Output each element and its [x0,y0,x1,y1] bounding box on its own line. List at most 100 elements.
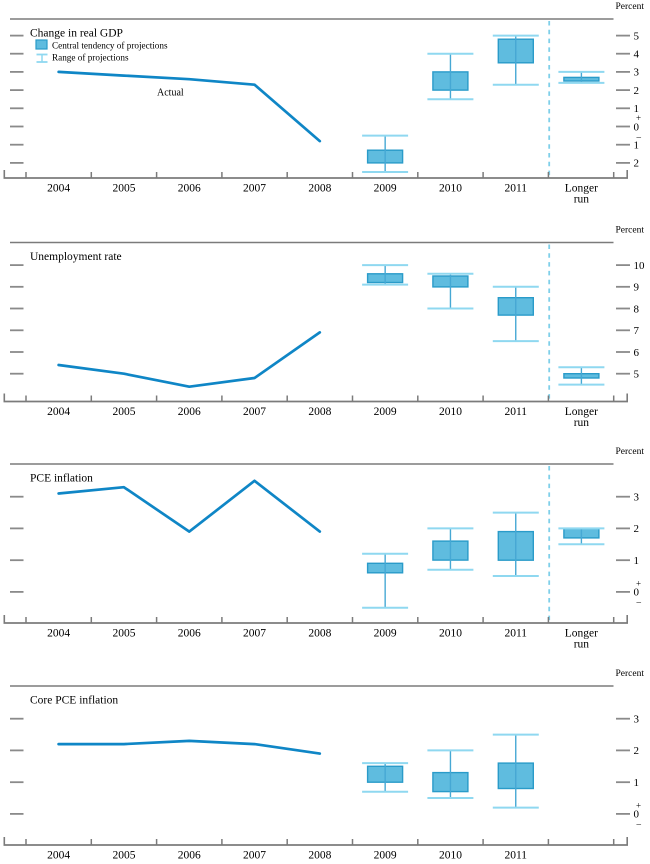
actual-line [57,739,322,755]
panel-change-in-real-gdp: Percent 5 4 3 2 1 0 1 2 + – Change in real GDPCentr… [3,2,645,206]
percent-label: Percent [616,226,645,236]
projection-2011 [492,285,539,343]
projection-longer-run [558,527,605,546]
x-label-year: 2004 [47,850,70,862]
projection-2010 [427,52,474,101]
y-tick-label: 0 [634,809,640,821]
y-tick-label: 4 [634,49,640,61]
panel-pce-inflation: Percent 3 2 1 0+ – PCE inflation 2004 2005 2006 20… [3,447,645,651]
legend-range-label: Range of projections [52,53,129,63]
x-label-longer-run: Longer [565,406,598,418]
y-tick-label: 9 [634,282,640,294]
x-label-year: 2010 [439,183,462,195]
x-label-year: 2009 [374,183,397,195]
actual-line-label: Actual [157,88,184,99]
actual-line [57,70,322,143]
minus-sign-marker: – [636,819,642,829]
panel-unemployment-rate: Percent 10 9 8 7 6 5 Unemployment rate 2004 2005 2… [3,226,646,429]
projection-longer-run [558,70,605,84]
projection-2011 [492,733,539,809]
panel-title: Unemployment rate [30,251,122,263]
projection-2009 [362,762,409,793]
projection-2010 [427,527,474,571]
x-label-year: 2010 [439,628,462,640]
projection-longer-run [558,366,605,386]
x-label-year: 2004 [47,406,70,418]
x-label-year: 2007 [243,628,266,640]
y-tick-label: 2 [634,85,640,97]
y-tick-label: 3 [634,67,640,79]
x-label-year: 2009 [374,628,397,640]
panel-title: Core PCE inflation [30,695,118,707]
x-label-longer-run: Longer [565,183,598,195]
x-label-year: 2006 [178,183,201,195]
y-tick-label: 5 [634,368,640,380]
legend-central-tendency-swatch [35,39,48,50]
actual-line [57,331,322,389]
x-label-year: 2004 [47,183,70,195]
panel-title: Change in real GDP [30,28,123,40]
projection-2011 [492,34,539,86]
x-label-longer-run: Longer [565,628,598,640]
x-label-year: 2011 [504,183,527,195]
x-label-year: 2008 [308,628,331,640]
y-tick-label: 0 [634,121,640,133]
percent-label: Percent [616,2,645,12]
y-tick-label: 2 [634,745,640,757]
plus-sign-marker: + [636,578,641,588]
x-label-year: 2011 [504,850,527,862]
projection-2011 [492,511,539,577]
y-tick-label: 3 [634,713,640,725]
x-label-longer-run: run [574,194,590,206]
percent-label: Percent [616,447,645,457]
x-label-year: 2006 [178,628,201,640]
y-tick-label: 2 [634,523,640,535]
y-tick-label: 1 [634,555,640,567]
projection-2010 [427,272,474,310]
percent-label: Percent [616,669,645,679]
panel-core-pce-inflation: Percent 3 2 1 0+ – Core PCE inflation 2004 2005 2… [3,669,645,862]
y-tick-label: 1 [634,103,640,115]
plus-sign-marker: + [636,800,641,810]
actual-line [57,479,322,533]
y-tick-label: 1 [634,140,640,152]
x-label-year: 2009 [374,406,397,418]
projection-2009 [362,134,409,173]
x-label-longer-run: run [574,639,590,651]
x-label-year: 2010 [439,406,462,418]
projection-2009 [362,552,409,609]
y-tick-label: 0 [634,587,640,599]
y-tick-label: 10 [634,260,646,272]
x-label-year: 2010 [439,850,462,862]
panel-title: PCE inflation [30,473,93,485]
x-label-year: 2005 [112,406,135,418]
x-label-longer-run: run [574,417,590,429]
projection-2010 [427,749,474,799]
y-tick-label: 5 [634,30,640,42]
y-tick-label: 7 [634,325,640,337]
x-label-year: 2011 [504,628,527,640]
minus-sign-marker: – [636,132,642,142]
x-label-year: 2006 [178,850,201,862]
minus-sign-marker: – [636,597,642,607]
x-label-year: 2011 [504,406,527,418]
x-label-year: 2009 [374,850,397,862]
x-label-year: 2008 [308,406,331,418]
x-label-year: 2006 [178,406,201,418]
y-tick-label: 8 [634,303,640,315]
x-label-year: 2008 [308,850,331,862]
y-tick-label: 3 [634,491,640,503]
y-tick-label: 2 [634,158,640,170]
projection-2009 [362,264,409,286]
x-label-year: 2005 [112,628,135,640]
x-label-year: 2007 [243,850,266,862]
y-tick-label: 6 [634,347,640,359]
x-label-year: 2008 [308,183,331,195]
x-label-year: 2004 [47,628,70,640]
legend-central-tendency-label: Central tendency of projections [52,41,168,51]
x-label-year: 2005 [112,850,135,862]
x-label-year: 2007 [243,406,266,418]
y-tick-label: 1 [634,777,640,789]
